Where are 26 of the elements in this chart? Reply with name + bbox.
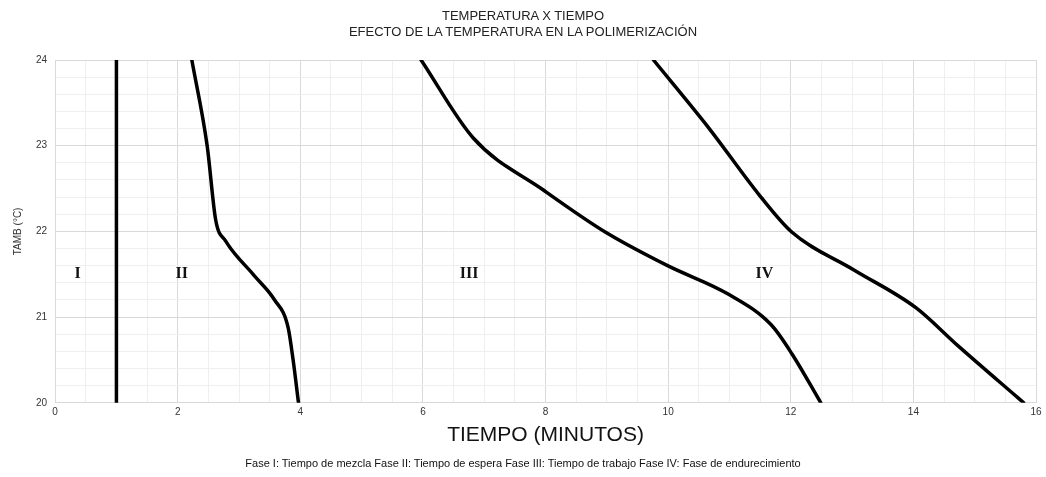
y-tick-label: 21	[36, 310, 48, 322]
y-tick-label: 22	[36, 225, 48, 237]
x-tick-label: 6	[420, 405, 427, 417]
annotation: II	[175, 264, 188, 282]
y-tick-label: 20	[36, 396, 48, 408]
text: Fase I: Tiempo de mezcla Fase II: Tiempo de espera Fase III: Tiempo de trabajo Fase IV: Fase de endurecimiento	[244, 457, 802, 469]
x-tick-label: 2	[174, 405, 181, 417]
x-tick-label: 0	[52, 405, 59, 417]
y-axis-title: TAMB (°C)	[11, 207, 23, 256]
annotation: IV	[755, 264, 774, 282]
chart-title: TEMPERATURA X TIEMPO	[440, 8, 605, 24]
chart-subtitle: EFECTO DE LA TEMPERATURA EN LA POLIMERIZACIÓN	[347, 24, 699, 40]
line-series	[190, 60, 301, 403]
annotation: III	[459, 264, 479, 282]
annotation: I	[74, 264, 81, 282]
x-axis-title: TIEMPO (MINUTOS)	[447, 422, 644, 446]
line-series	[419, 60, 823, 403]
line-series	[651, 60, 1026, 403]
x-tick-label: 8	[542, 405, 549, 417]
x-tick-label: 14	[907, 405, 920, 417]
y-tick-label: 23	[36, 139, 48, 151]
x-tick-label: 12	[785, 405, 797, 417]
y-tick-label: 24	[36, 53, 48, 65]
x-tick-label: 4	[297, 405, 304, 417]
x-tick-label: 10	[662, 405, 675, 417]
x-tick-label: 16	[1030, 405, 1042, 417]
